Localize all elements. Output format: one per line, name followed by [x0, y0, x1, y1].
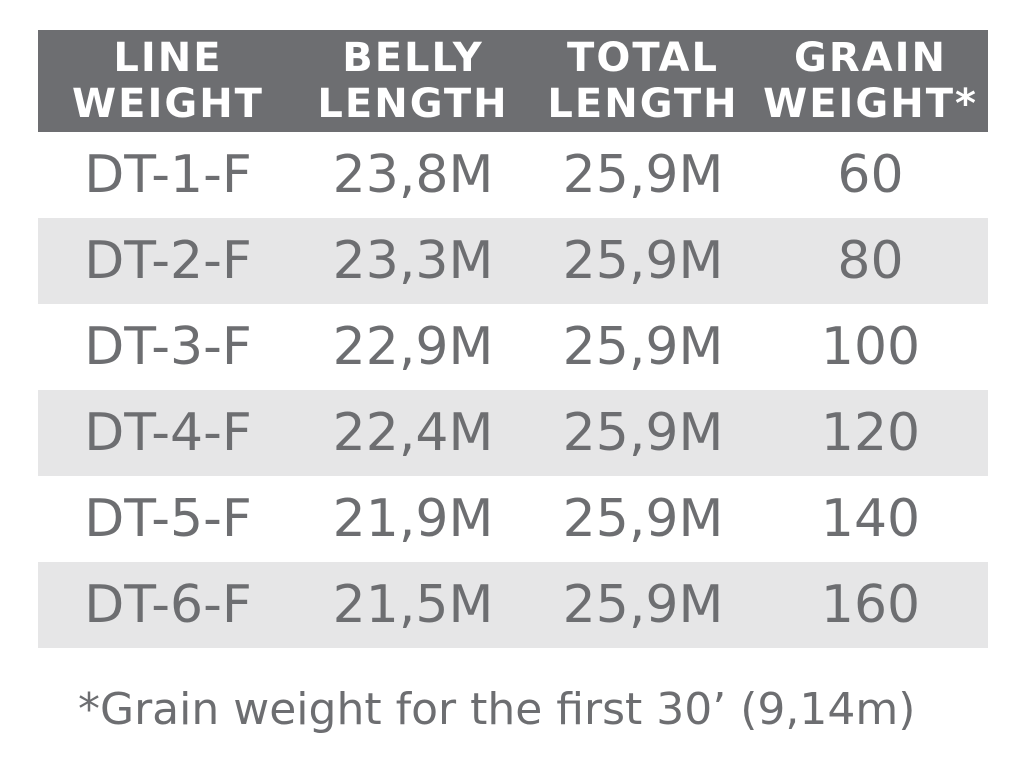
table-cell: 22,4M	[332, 403, 494, 463]
table-cell: 25,9M	[562, 489, 724, 549]
table-row: DT-4-F 22,4M 25,9M 120	[38, 390, 988, 476]
table-cell: 160	[820, 575, 921, 635]
header-text: LENGTH	[317, 81, 509, 127]
table-cell: 23,3M	[332, 231, 494, 291]
table-cell: 25,9M	[562, 231, 724, 291]
table-cell: 120	[820, 403, 921, 463]
table-cell: DT-4-F	[84, 403, 252, 463]
table-cell: DT-3-F	[84, 317, 252, 377]
header-text: WEIGHT	[72, 81, 264, 127]
header-text: LINE	[113, 35, 223, 81]
table-cell: 25,9M	[562, 317, 724, 377]
header-text: TOTAL	[567, 35, 719, 81]
header-text: BELLY	[342, 35, 484, 81]
table-cell: 21,9M	[332, 489, 494, 549]
table-cell: DT-2-F	[84, 231, 252, 291]
table-cell: 23,8M	[332, 145, 494, 205]
table-cell: 60	[837, 145, 904, 205]
table-row: DT-5-F 21,9M 25,9M 140	[38, 476, 988, 562]
table-cell: DT-6-F	[84, 575, 252, 635]
table-row: DT-3-F 22,9M 25,9M 100	[38, 304, 988, 390]
table-cell: 100	[820, 317, 921, 377]
header-text: LENGTH	[547, 81, 739, 127]
table-cell: 25,9M	[562, 403, 724, 463]
table-row: DT-2-F 23,3M 25,9M 80	[38, 218, 988, 304]
table-cell: 22,9M	[332, 317, 494, 377]
table-cell: 25,9M	[562, 145, 724, 205]
table-row: DT-6-F 21,5M 25,9M 160	[38, 562, 988, 648]
header-text: WEIGHT*	[763, 81, 978, 127]
table-cell: DT-5-F	[84, 489, 252, 549]
header-cell: GRAIN WEIGHT*	[758, 30, 983, 132]
header-text: GRAIN	[794, 35, 947, 81]
table-cell: DT-1-F	[84, 145, 252, 205]
table-cell: 25,9M	[562, 575, 724, 635]
header-cell: TOTAL LENGTH	[538, 30, 748, 132]
table-cell: 21,5M	[332, 575, 494, 635]
footnote: *Grain weight for the first 30’ (9,14m)	[78, 684, 916, 735]
table-header: LINE WEIGHT BELLY LENGTH TOTAL LENGTH GRAIN WEI…	[38, 30, 988, 132]
table-cell: 140	[820, 489, 921, 549]
header-cell: BELLY LENGTH	[308, 30, 518, 132]
table-cell: 80	[837, 231, 904, 291]
table-row: DT-1-F 23,8M 25,9M 60	[38, 132, 988, 218]
header-cell: LINE WEIGHT	[48, 30, 288, 132]
